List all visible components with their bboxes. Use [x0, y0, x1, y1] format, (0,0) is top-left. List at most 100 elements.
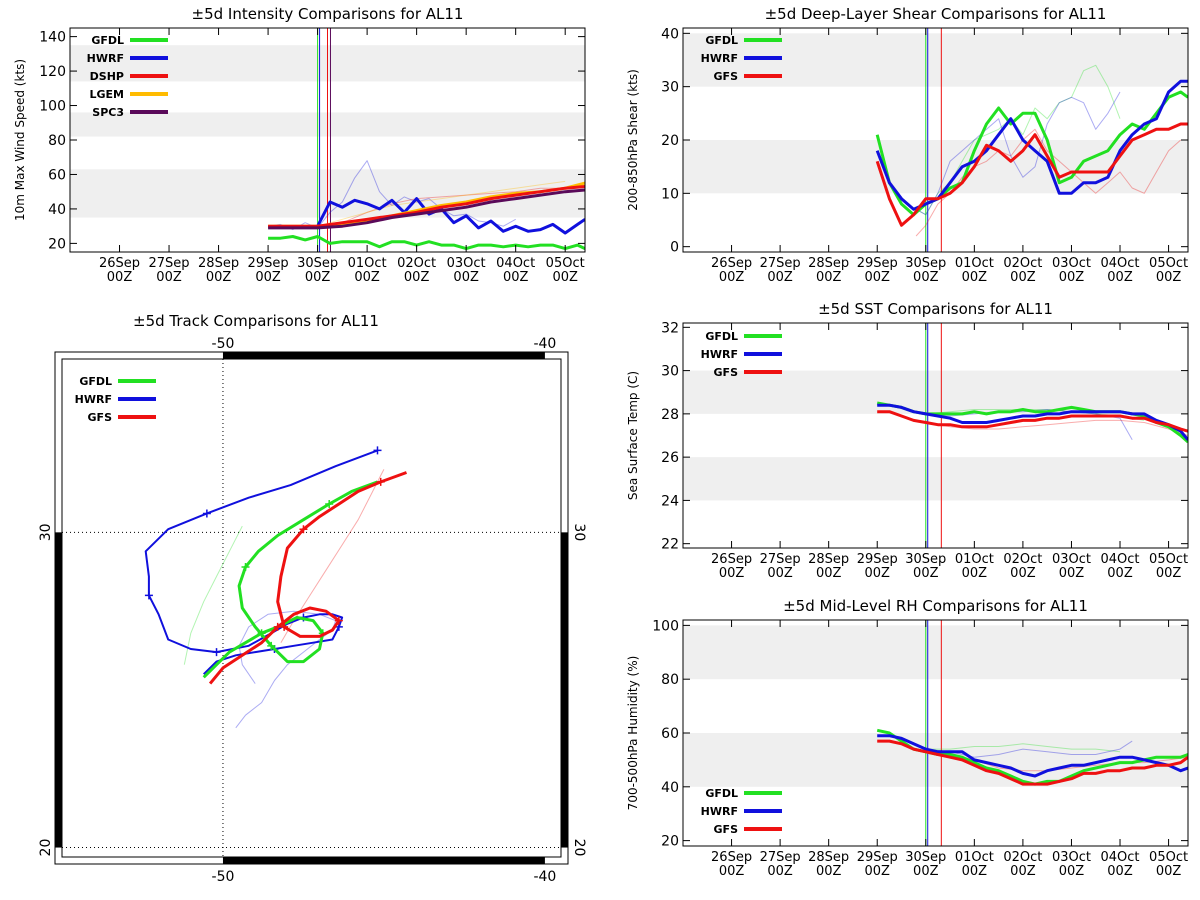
track-marker-gfdl-20: [325, 499, 334, 508]
x-tick-hour-6: 00Z: [404, 270, 430, 285]
x-tick-day-6: 02Oct: [1003, 552, 1042, 567]
x-tick-hour-0: 00Z: [719, 270, 745, 285]
x-tick-day-8: 04Oct: [1101, 256, 1140, 271]
x-tick-day-4: 30Sep: [905, 256, 946, 271]
x-tick-day-2: 28Sep: [808, 552, 849, 567]
legend-label-hwrf: HWRF: [701, 348, 738, 361]
x-tick-day-2: 28Sep: [808, 256, 849, 271]
legend-label-gfs: GFS: [714, 70, 739, 83]
x-tick-hour-7: 00Z: [1059, 566, 1085, 581]
x-tick-hour-5: 00Z: [354, 270, 380, 285]
lat-label-left-0: 30: [38, 523, 54, 541]
series-line-spc3-7: [268, 188, 585, 230]
y-axis-label: Sea Surface Temp (C): [626, 371, 640, 500]
x-tick-hour-4: 00Z: [913, 270, 939, 285]
x-tick-day-1: 27Sep: [760, 552, 801, 567]
series-line-hwrf-1: [925, 740, 1133, 758]
x-tick-day-5: 01Oct: [955, 256, 994, 271]
x-tick-hour-8: 00Z: [1107, 566, 1133, 581]
chart-title: ±5d Deep-Layer Shear Comparisons for AL1…: [765, 5, 1107, 23]
x-tick-day-3: 29Sep: [857, 256, 898, 271]
x-tick-hour-4: 00Z: [913, 864, 939, 879]
x-tick-hour-4: 00Z: [913, 566, 939, 581]
y-tick-label-1: 24: [661, 493, 679, 509]
y-tick-label-1: 40: [661, 780, 679, 796]
plot-area: [876, 620, 1188, 846]
x-tick-hour-5: 00Z: [962, 864, 988, 879]
lat-label-right-1: 20: [571, 839, 587, 857]
panel-sst: 22242628303226Sep00Z27Sep00Z28Sep00Z29Se…: [626, 300, 1189, 581]
lon-label-top-0: -50: [212, 336, 235, 352]
track-marker-gfs-12: [280, 622, 289, 631]
series-line-hwrf-0: [268, 160, 516, 231]
panel-rh: 2040608010026Sep00Z27Sep00Z28Sep00Z29Sep…: [626, 597, 1189, 879]
x-tick-hour-9: 00Z: [1156, 864, 1182, 879]
legend-label-hwrf: HWRF: [701, 52, 738, 65]
track-marker-gfdl-12: [267, 641, 276, 650]
y-tick-label-3: 28: [661, 407, 679, 423]
x-tick-hour-2: 00Z: [816, 270, 842, 285]
x-tick-hour-3: 00Z: [865, 864, 891, 879]
series-line-hwrf-1: [915, 91, 1121, 216]
x-tick-day-6: 02Oct: [1003, 256, 1042, 271]
x-tick-hour-2: 00Z: [816, 566, 842, 581]
x-tick-hour-5: 00Z: [962, 566, 988, 581]
lon-scale-bar-top: [222, 352, 545, 359]
legend-label-gfdl: GFDL: [705, 787, 738, 800]
series-line-gfs-5: [877, 739, 1188, 786]
y-axis-label: 10m Max Wind Speed (kts): [13, 59, 27, 221]
x-tick-day-4: 30Sep: [905, 552, 946, 567]
chart-title: ±5d Mid-Level RH Comparisons for AL11: [783, 597, 1088, 615]
x-tick-day-1: 27Sep: [760, 850, 801, 865]
x-tick-day-8: 04Oct: [1101, 552, 1140, 567]
x-tick-hour-7: 00Z: [453, 270, 479, 285]
x-tick-hour-0: 00Z: [719, 864, 745, 879]
legend-label-spc3: SPC3: [92, 106, 124, 119]
lat-scale-bar-left: [55, 532, 62, 848]
x-tick-hour-2: 00Z: [816, 864, 842, 879]
y-tick-label-4: 30: [661, 364, 679, 380]
legend-label-gfdl: GFDL: [79, 375, 112, 388]
series-line-gfs-2: [915, 128, 1182, 237]
y-tick-label-0: 0: [670, 240, 679, 256]
lon-label-top-1: -40: [533, 336, 556, 352]
x-tick-day-9: 05Oct: [546, 256, 585, 271]
legend-label-gfdl: GFDL: [91, 34, 124, 47]
x-tick-hour-1: 00Z: [767, 270, 793, 285]
x-tick-hour-6: 00Z: [1010, 270, 1036, 285]
x-tick-day-5: 01Oct: [348, 256, 387, 271]
x-tick-hour-8: 00Z: [1107, 270, 1133, 285]
series-line-gfs-5: [877, 410, 1188, 433]
x-tick-day-9: 05Oct: [1149, 256, 1188, 271]
x-tick-hour-5: 00Z: [962, 270, 988, 285]
x-tick-day-4: 30Sep: [297, 256, 338, 271]
series-line-hwrf-4: [877, 403, 1188, 441]
y-tick-label-4: 100: [652, 618, 679, 634]
x-tick-day-8: 04Oct: [496, 256, 535, 271]
x-tick-day-7: 03Oct: [1052, 256, 1091, 271]
plot-area: [876, 323, 1188, 548]
x-tick-hour-3: 00Z: [865, 566, 891, 581]
legend: GFDL HWRF GFS: [701, 330, 782, 379]
shaded-band-1: [683, 625, 1188, 680]
track-marker-hwrf-16: [212, 648, 221, 657]
series-line-hwrf-4: [316, 197, 585, 235]
series-line-gfdl-0: [925, 743, 1121, 753]
panel-track: ±5d Track Comparisons for AL11 -50 -50 -40 -…: [38, 312, 587, 885]
x-tick-day-0: 26Sep: [711, 850, 752, 865]
legend: GFDL HWRF GFS: [701, 787, 782, 836]
legend-label-gfdl: GFDL: [705, 34, 738, 47]
y-tick-label-6: 140: [39, 30, 66, 46]
track-line-gfs-5: [208, 471, 408, 685]
x-tick-day-7: 03Oct: [1052, 552, 1091, 567]
x-tick-day-0: 26Sep: [99, 256, 140, 271]
x-tick-hour-9: 00Z: [1156, 566, 1182, 581]
y-tick-label-1: 10: [661, 186, 679, 202]
x-tick-hour-3: 00Z: [255, 270, 281, 285]
lat-label-right-0: 30: [571, 523, 587, 541]
y-tick-label-2: 20: [661, 133, 679, 149]
x-tick-day-3: 29Sep: [857, 850, 898, 865]
series-line-dshp-6: [268, 185, 585, 228]
x-tick-hour-7: 00Z: [1059, 864, 1085, 879]
legend-label-gfdl: GFDL: [705, 330, 738, 343]
